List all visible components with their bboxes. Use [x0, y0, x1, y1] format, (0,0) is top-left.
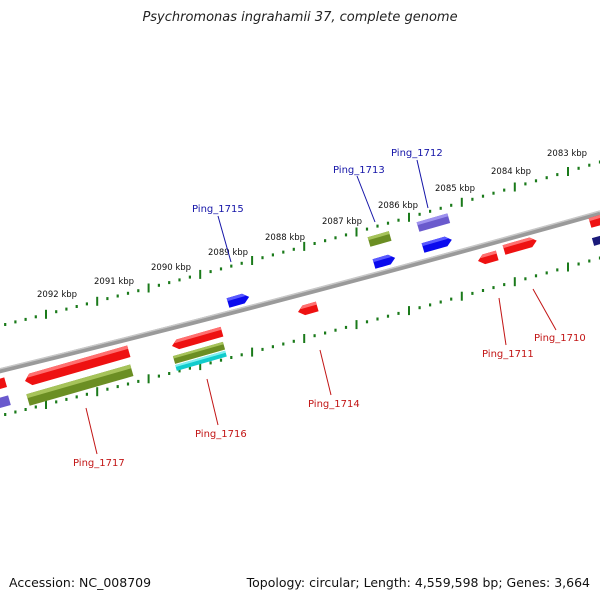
gene-red-edge	[588, 214, 600, 228]
gene-red-1716	[172, 326, 224, 350]
top-ruler-ticks	[4, 160, 600, 326]
leader-ping-1712	[416, 159, 429, 209]
gene-blue-1713	[372, 254, 396, 269]
leader-ping-1714	[319, 349, 332, 396]
ruler-label-2092: 2092 kbp	[37, 290, 77, 300]
gene-olive-1717	[26, 364, 134, 406]
gene-glyphs	[0, 213, 600, 409]
bottom-ruler-ticks	[4, 256, 600, 416]
leader-ping-1716	[206, 378, 219, 426]
gene-red-1717	[25, 345, 131, 386]
gene-navy-edge	[591, 235, 600, 246]
gene-purple-left-edge	[0, 395, 11, 409]
accession-text: Accession: NC_008709	[9, 575, 152, 590]
gene-leader-lines	[85, 159, 557, 455]
map-title: Psychromonas ingrahamii 37, complete gen…	[142, 10, 458, 25]
ruler-label-2091: 2091 kbp	[94, 277, 134, 287]
gene-blue-1712	[421, 236, 452, 253]
gene-purple-1712	[416, 213, 451, 232]
ruler-label-2084: 2084 kbp	[491, 167, 531, 177]
gene-label-ping-1712[interactable]: Ping_1712	[391, 148, 443, 159]
gene-label-ping-1717[interactable]: Ping_1717	[73, 458, 125, 469]
leader-ping-1715	[217, 215, 232, 263]
genome-summary-text: Topology: circular; Length: 4,559,598 bp…	[246, 575, 590, 590]
gene-label-ping-1715[interactable]: Ping_1715	[192, 204, 244, 215]
ruler-label-2090: 2090 kbp	[151, 263, 191, 273]
gene-red-1711	[502, 237, 537, 255]
leader-ping-1711	[498, 297, 507, 346]
gene-red-small-a	[478, 250, 499, 265]
gene-label-ping-1714[interactable]: Ping_1714	[308, 399, 360, 410]
gene-olive-1716	[172, 341, 226, 364]
gene-red-left-edge	[0, 377, 7, 390]
ruler-label-2083: 2083 kbp	[547, 149, 587, 159]
gene-olive-1713	[367, 231, 392, 247]
gene-label-ping-1713[interactable]: Ping_1713	[333, 165, 385, 176]
ruler-label-2086: 2086 kbp	[378, 201, 418, 211]
leader-ping-1713	[356, 175, 376, 223]
leader-ping-1710	[532, 288, 557, 331]
genome-backbone	[0, 210, 600, 374]
leader-ping-1717	[85, 407, 98, 455]
gene-labels-bottom: Ping_1710 Ping_1711 Ping_1714 Ping_1716 …	[73, 333, 586, 469]
gene-label-ping-1710[interactable]: Ping_1710	[534, 333, 586, 344]
ruler-label-2088: 2088 kbp	[265, 233, 305, 243]
ruler-labels: 2083 kbp 2084 kbp 2085 kbp 2086 kbp 2087…	[37, 149, 587, 300]
gene-labels-top: Ping_1712 Ping_1713 Ping_1715	[192, 148, 443, 215]
gene-label-ping-1711[interactable]: Ping_1711	[482, 349, 534, 360]
gene-cyan-1716	[175, 350, 227, 371]
gene-blue-1715	[226, 293, 250, 308]
genome-backbone-highlight	[0, 210, 600, 370]
ruler-label-2087: 2087 kbp	[322, 217, 362, 227]
ruler-label-2085: 2085 kbp	[435, 184, 475, 194]
gene-red-1714	[298, 301, 319, 316]
gene-label-ping-1716[interactable]: Ping_1716	[195, 429, 247, 440]
